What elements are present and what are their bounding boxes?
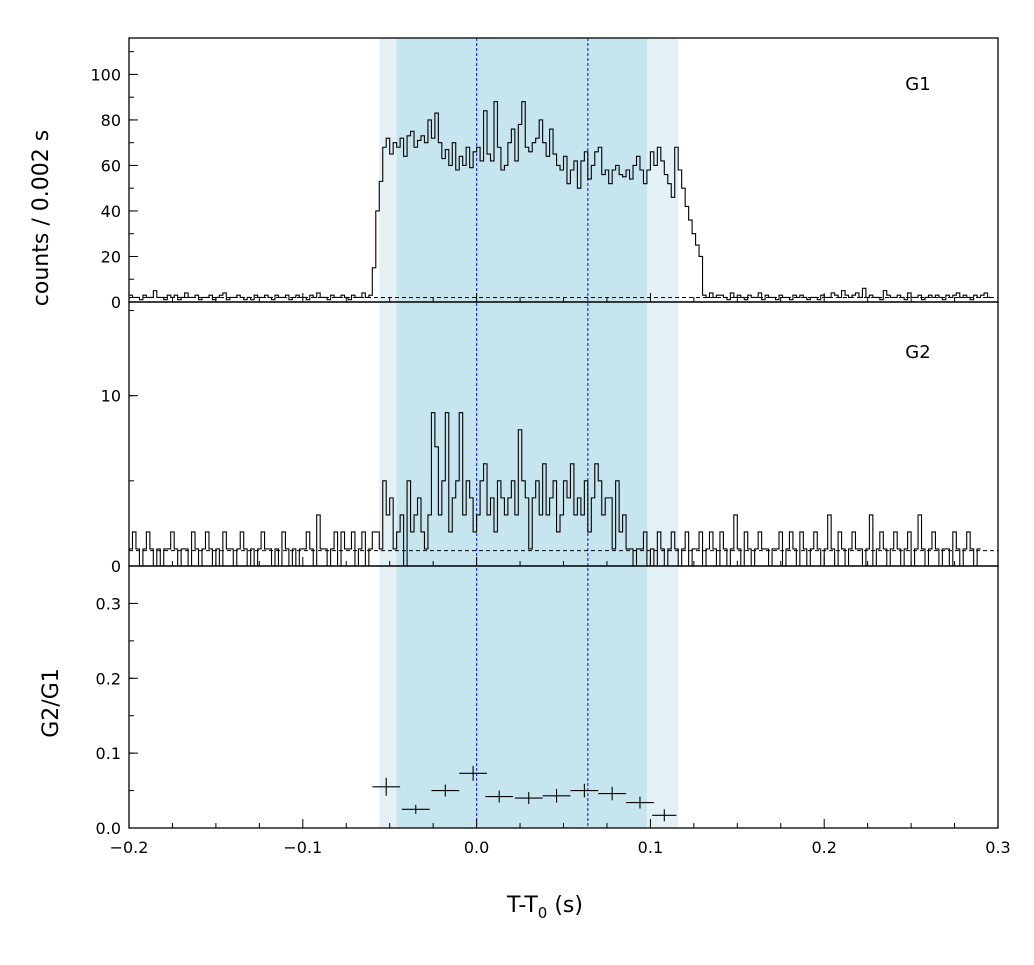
ratio-point-3 [459,765,488,781]
x-axis-title: T-T0 (s) [506,893,583,922]
x-axis-title-main: T-T [506,893,538,918]
ratio-point-1 [401,804,430,814]
y-tick-label-ratio-1: 0.1 [96,744,121,763]
x-tick-label-5: 0.3 [985,838,1010,857]
ratio-point-2 [431,784,460,797]
x-tick-label-3: 0.1 [638,838,663,857]
shaded-regions [379,38,679,828]
y-tick-label-g2-1: 10 [101,387,121,406]
panel-frames: 0 20 40 60 80 100 0 10 0.0 0.1 0.2 0.3 [90,37,999,838]
y-tick-label-g2-0: 0 [111,557,121,576]
panel-ratio [372,765,677,822]
y-tick-label-g1-5: 100 [90,65,121,84]
ratio-point-7 [570,783,599,798]
ratio-point-5 [514,792,543,805]
ratio-point-6 [542,789,571,803]
x-tick-label-2: 0.0 [464,838,489,857]
x-tick-label-1: −0.1 [283,838,322,857]
ratio-point-9 [626,796,654,809]
ratio-point-8 [598,786,627,801]
y-tick-label-g1-2: 40 [101,202,121,221]
ratio-point-4 [485,790,514,803]
panel-label-g2: G2 [905,342,930,363]
panel-label-g1: G1 [905,74,930,95]
x-axis-title-suffix: (s) [547,893,583,918]
ratio-y-axis-title: G2/G1 [39,668,64,738]
x-axis-title-subscript: 0 [538,904,548,922]
x-tick-label-4: 0.2 [811,838,836,857]
y-tick-label-g1-1: 20 [101,247,121,266]
ratio-point-10 [652,809,677,822]
x-axis: −0.2 −0.1 0.0 0.1 0.2 0.3 [110,838,1011,857]
y-tick-label-g1-3: 60 [101,156,121,175]
y-tick-label-g1-4: 80 [101,111,121,130]
y-tick-label-g1-0: 0 [111,293,121,312]
y-tick-label-ratio-0: 0.0 [96,819,121,838]
x-tick-label-0: −0.2 [110,838,149,857]
ratio-point-0 [372,777,401,796]
y-tick-label-ratio-2: 0.2 [96,669,121,688]
y-tick-label-ratio-3: 0.3 [96,594,121,613]
y-axis-title: counts / 0.002 s [29,130,54,306]
